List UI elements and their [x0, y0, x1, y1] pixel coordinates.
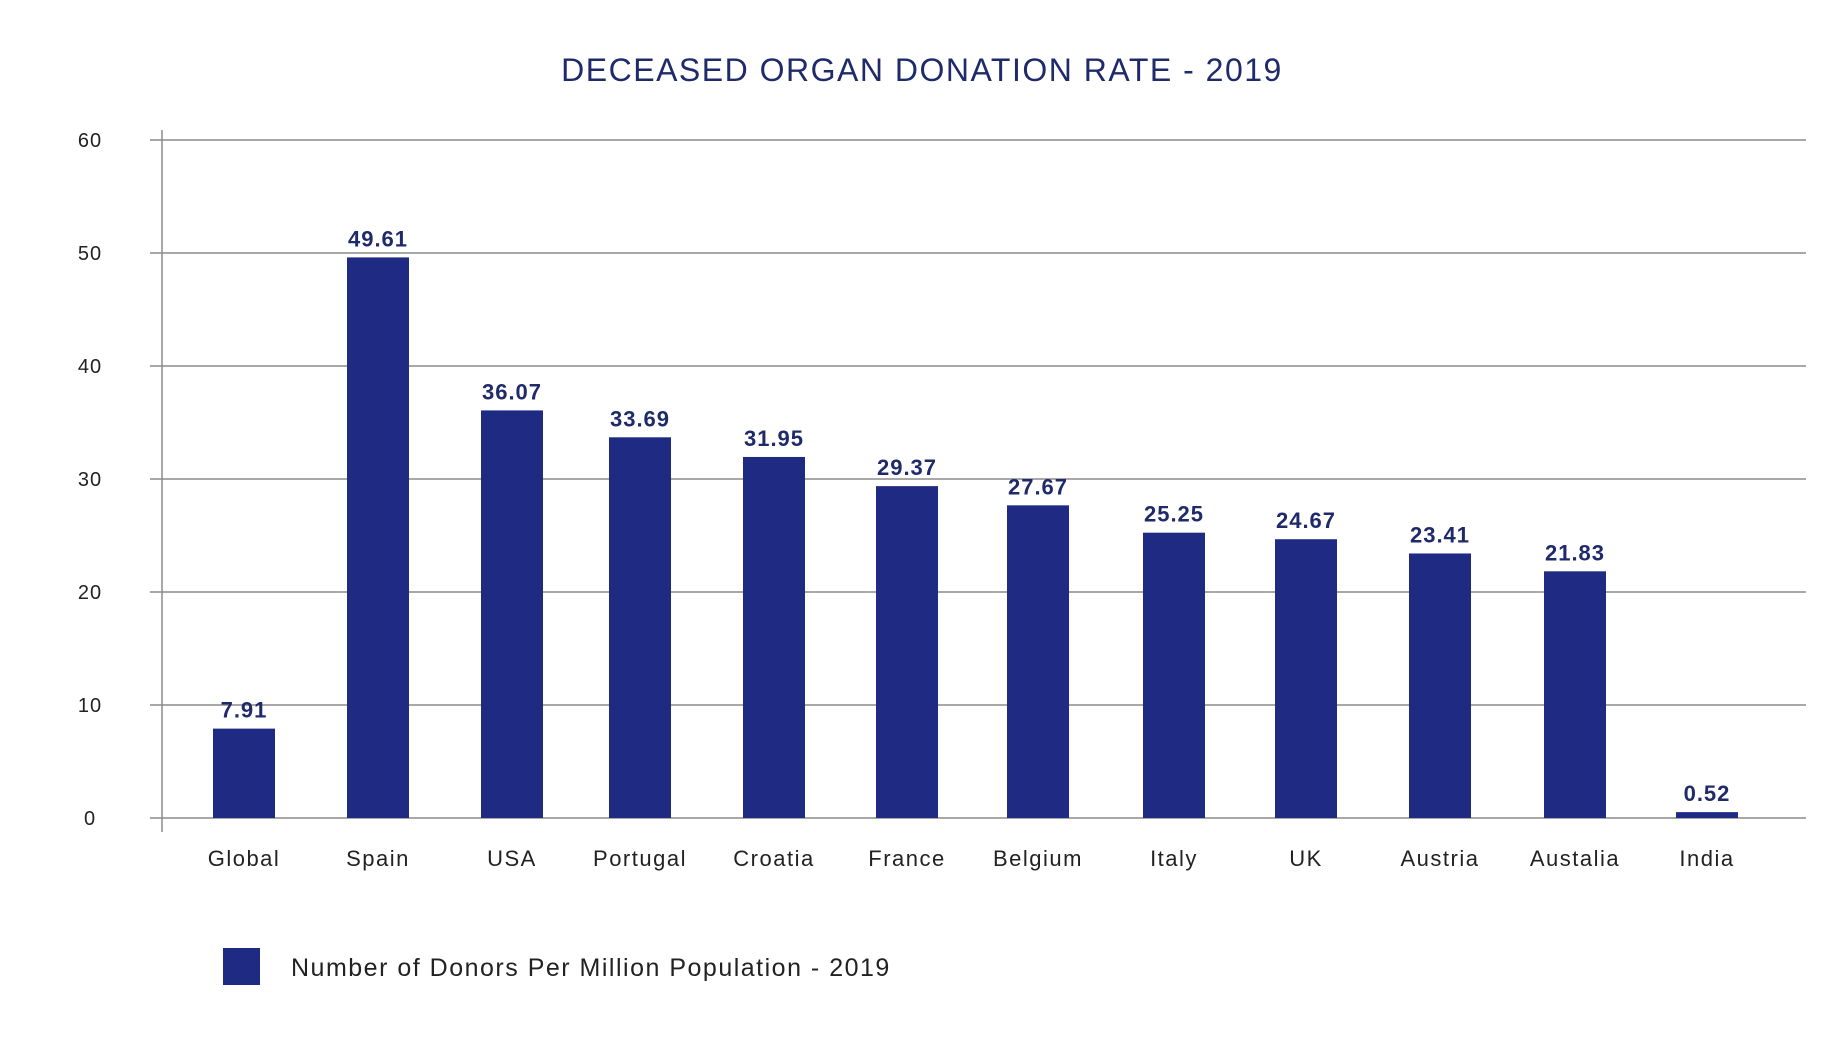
legend-swatch	[223, 948, 260, 985]
x-tick-label: Croatia	[733, 846, 814, 871]
data-label: 0.52	[1684, 781, 1731, 806]
bar	[876, 486, 938, 818]
x-tick-label: Belgium	[993, 846, 1083, 871]
x-tick-label: India	[1679, 846, 1734, 871]
bar	[1007, 505, 1069, 818]
gridlines	[150, 139, 1806, 706]
x-tick-label: USA	[487, 846, 537, 871]
data-label: 33.69	[610, 406, 670, 431]
data-label: 36.07	[482, 379, 542, 404]
y-tick-label: 40	[78, 356, 102, 378]
bar	[1275, 539, 1337, 818]
bar	[1409, 553, 1471, 818]
chart-title: DECEASED ORGAN DONATION RATE - 2019	[561, 52, 1283, 88]
x-tick-label: Spain	[346, 846, 410, 871]
data-label: 31.95	[744, 426, 804, 451]
y-axis-ticks: 0 10 20 30 40 50 60	[78, 130, 102, 830]
x-tick-label: Global	[208, 846, 281, 871]
y-tick-label: 0	[84, 808, 96, 830]
data-label: 29.37	[877, 455, 937, 480]
axes	[150, 130, 1806, 832]
bar	[609, 437, 671, 818]
bar	[347, 257, 409, 819]
y-tick-label: 10	[78, 695, 102, 717]
data-labels: 7.91 49.61 36.07 33.69 31.95 29.37 27.67 25.25 2…	[221, 226, 1731, 806]
y-tick-label: 20	[78, 582, 102, 604]
y-tick-label: 50	[78, 243, 102, 265]
legend: Number of Donors Per Million Population …	[223, 948, 891, 985]
bar	[1143, 532, 1205, 818]
data-label: 23.41	[1410, 522, 1470, 547]
data-label: 27.67	[1008, 474, 1068, 499]
bar	[743, 456, 805, 818]
x-tick-label: UK	[1289, 846, 1323, 871]
y-tick-label: 60	[78, 130, 102, 152]
data-label: 21.83	[1545, 540, 1605, 565]
data-label: 49.61	[348, 226, 408, 251]
x-axis-labels: Global Spain USA Portugal Croatia France Belgi…	[208, 846, 1734, 871]
x-tick-label: Austria	[1401, 846, 1480, 871]
x-tick-label: Austalia	[1530, 846, 1620, 871]
bar	[1676, 812, 1738, 818]
bar	[1544, 571, 1606, 818]
x-tick-label: Portugal	[593, 846, 687, 871]
bars	[213, 257, 1738, 819]
data-label: 25.25	[1144, 502, 1204, 527]
bar	[213, 728, 275, 818]
legend-label: Number of Donors Per Million Population …	[291, 954, 891, 982]
data-label: 7.91	[221, 698, 268, 723]
bar	[481, 410, 543, 818]
x-tick-label: France	[868, 846, 945, 871]
x-tick-label: Italy	[1150, 846, 1198, 871]
data-label: 24.67	[1276, 508, 1336, 533]
y-tick-label: 30	[78, 469, 102, 491]
